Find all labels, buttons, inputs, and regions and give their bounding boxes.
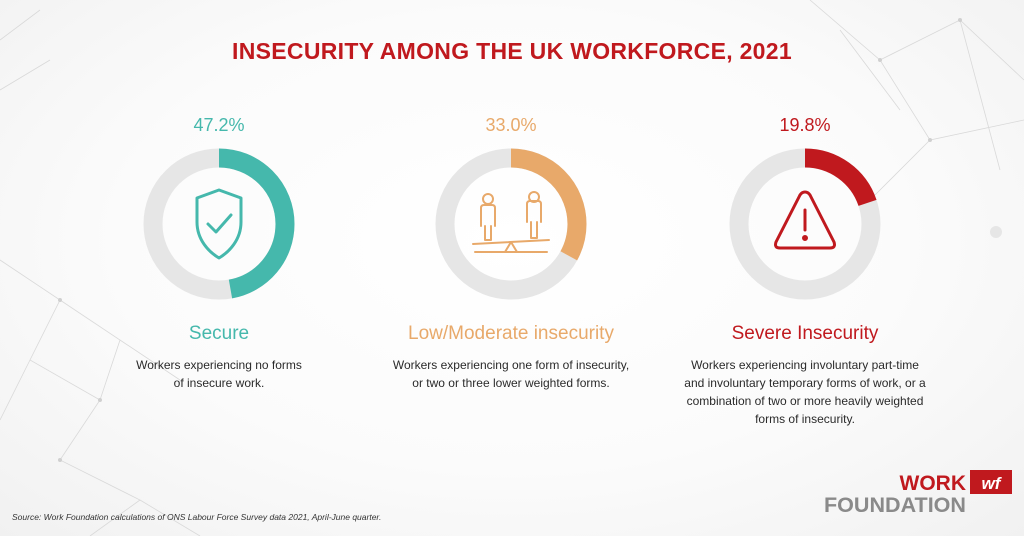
description-line: Workers experiencing no forms	[136, 358, 302, 372]
work-foundation-logo: WORK FOUNDATION wf	[824, 470, 1012, 516]
description-severe: Workers experiencing involuntary part-ti…	[655, 356, 955, 428]
segment-severe: 19.8% Severe Insecurity Workers experien…	[645, 112, 965, 428]
donut-secure	[143, 148, 295, 300]
description-secure: Workers experiencing no forms of insecur…	[69, 356, 369, 392]
value-label-low-moderate: 33.0%	[485, 115, 537, 135]
logo-word-work: WORK	[900, 472, 967, 495]
segment-secure: 47.2% Secure Workers experiencing no for…	[59, 112, 379, 392]
description-line: forms of insecurity.	[755, 412, 855, 426]
donut-arc-secure	[143, 148, 295, 300]
segment-low-moderate: 33.0% Low/Moderate insecurity Workers ex…	[351, 112, 671, 392]
description-line: Workers experiencing one form of insecur…	[392, 358, 630, 372]
logo-mark-wf: wf	[982, 474, 1003, 493]
category-label-severe: Severe Insecurity	[731, 323, 879, 344]
warning-triangle-icon	[774, 190, 836, 250]
description-line: Workers experiencing involuntary part-ti…	[691, 358, 919, 372]
donut-severe	[729, 148, 881, 300]
description-line: and involuntary temporary forms of work,…	[684, 376, 926, 390]
description-line: of insecure work.	[173, 376, 265, 390]
donut-low-moderate	[435, 148, 587, 300]
description-line: or two or three lower weighted forms.	[412, 376, 610, 390]
seesaw-people-icon	[472, 191, 550, 253]
logo-mark-box	[970, 470, 1012, 494]
description-low-moderate: Workers experiencing one form of insecur…	[361, 356, 661, 392]
description-line: combination of two or more heavily weigh…	[686, 394, 924, 408]
category-label-low-moderate: Low/Moderate insecurity	[408, 323, 614, 344]
donut-arc-low-moderate	[435, 148, 587, 300]
value-label-secure: 47.2%	[193, 115, 245, 135]
category-label-secure: Secure	[188, 323, 250, 344]
value-label-severe: 19.8%	[779, 115, 831, 135]
shield-check-icon	[195, 188, 243, 260]
logo-word-foundation: FOUNDATION	[824, 494, 966, 516]
source-note: Source: Work Foundation calculations of …	[12, 512, 382, 522]
page-title: INSECURITY AMONG THE UK WORKFORCE, 2021	[232, 38, 792, 64]
donut-arc-severe	[729, 148, 881, 300]
